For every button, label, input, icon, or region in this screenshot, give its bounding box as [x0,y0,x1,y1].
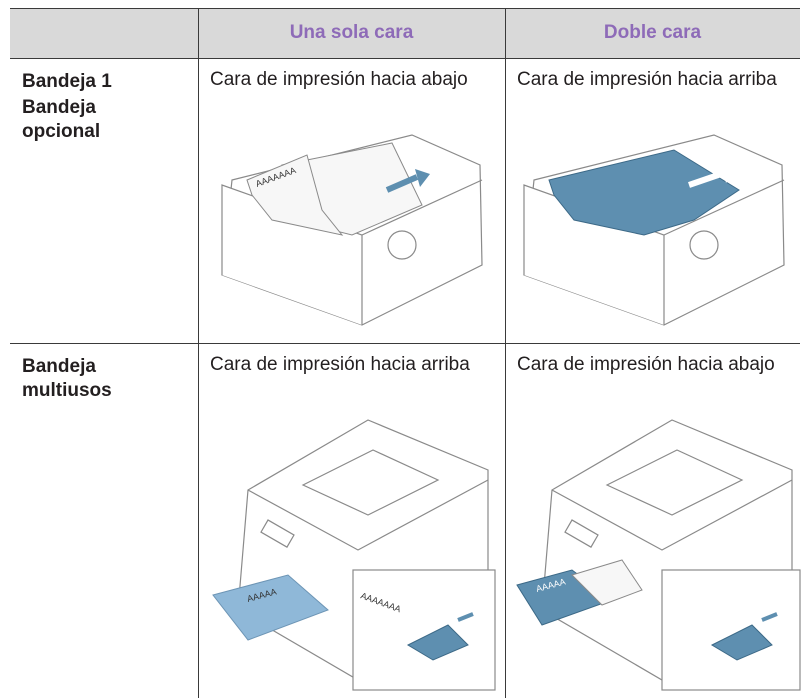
header-row [10,8,800,58]
header-cell: Doble cara [603,22,702,43]
label-line: Bandeja 1 [22,71,112,92]
rule [10,343,800,344]
tray-illustration: AAAAAAA [221,134,483,326]
label-line: Bandeja multiusos [22,356,112,401]
rule [505,8,506,698]
row-label: Bandeja multiusos [10,343,160,405]
tray-illustration [523,134,785,326]
header-cell: Una sola cara [289,22,414,43]
label-line: Bandeja opcional [22,97,101,142]
cell-text: Cara de impresión hacia arriba [210,354,470,375]
cell-text: Cara de impresión hacia abajo [210,69,468,90]
rule [10,8,800,9]
rule [198,8,199,698]
rule [10,58,800,59]
printer-illustration: AAAAA [516,419,801,691]
row-label: Bandeja 1 Bandeja opcional [10,58,198,146]
cell-text: Cara de impresión hacia abajo [517,354,775,375]
printer-illustration: AAAAA AAAAAAA [212,419,496,691]
cell-text: Cara de impresión hacia arriba [517,69,777,90]
